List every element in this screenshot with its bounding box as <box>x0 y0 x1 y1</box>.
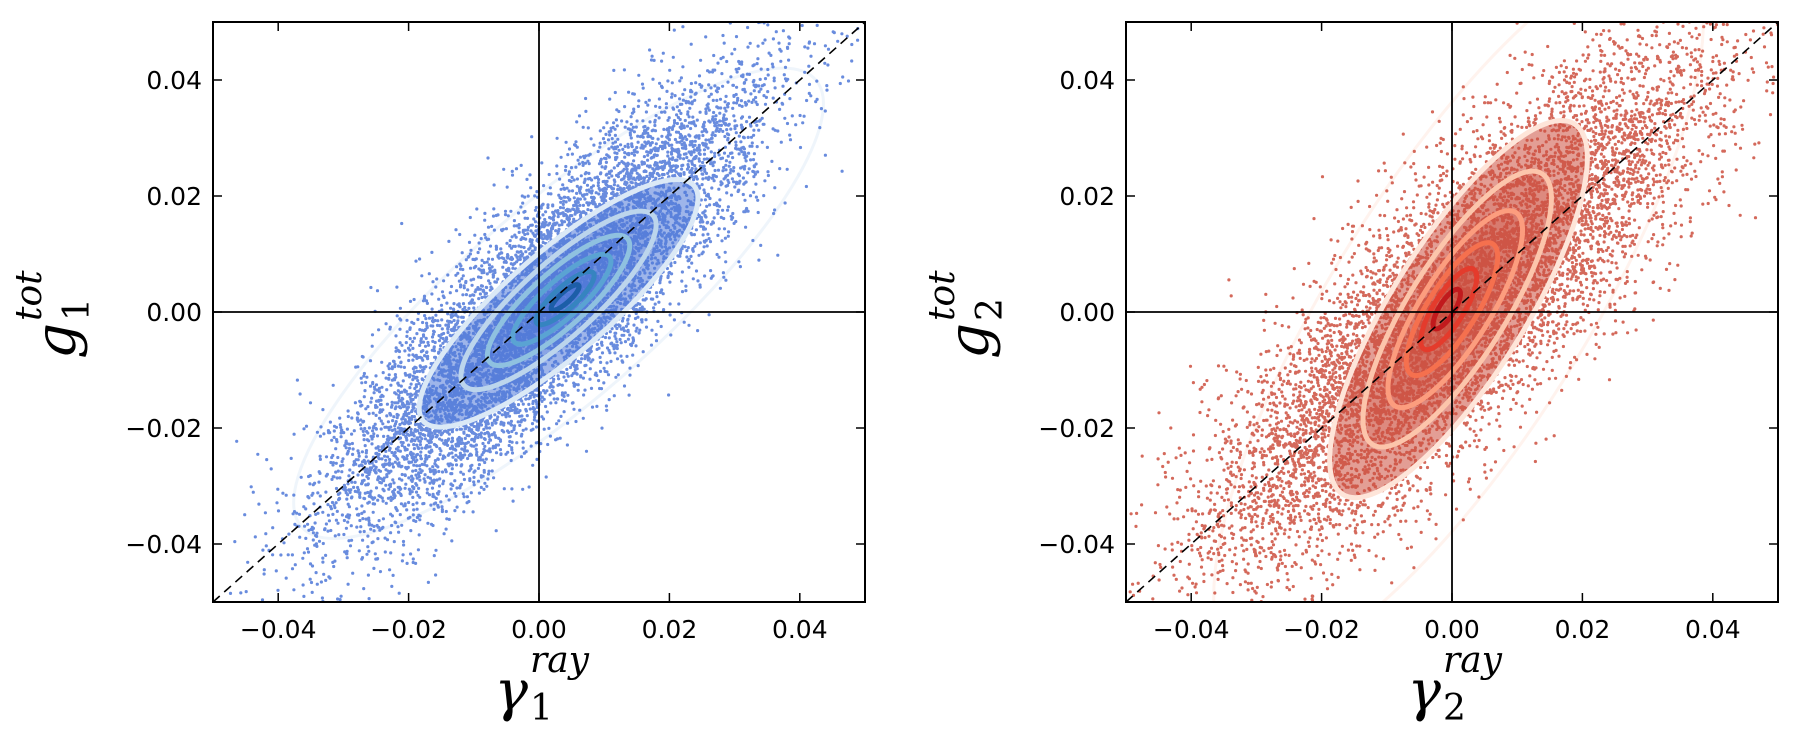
x-tick-label: −0.02 <box>1283 615 1360 644</box>
y-axis-label-superscript: tot <box>922 270 963 321</box>
y-axis-label-superscript: tot <box>9 270 50 321</box>
y-tick-label: 0.04 <box>146 66 202 95</box>
x-tick-label: 0.02 <box>642 615 698 644</box>
y-axis-label-symbol: g <box>937 323 1002 359</box>
x-axis-label-superscript: ray <box>1443 640 1503 681</box>
x-axis-label-superscript: ray <box>530 640 590 681</box>
y-tick-label: −0.02 <box>1038 414 1115 443</box>
x-axis-label-subscript: 1 <box>530 688 553 729</box>
y-tick-label: −0.04 <box>1038 530 1115 559</box>
y-axis-label-subscript: 2 <box>970 298 1011 321</box>
x-axis-label-symbol: γ <box>1408 659 1442 724</box>
x-tick-label: 0.04 <box>772 615 828 644</box>
y-axis-label-symbol: g <box>24 323 89 359</box>
y-tick-label: 0.02 <box>1059 182 1115 211</box>
y-tick-label: −0.02 <box>125 414 202 443</box>
x-axis-label-subscript: 2 <box>1443 688 1466 729</box>
y-tick-label: 0.00 <box>146 298 202 327</box>
x-axis-label-symbol: γ <box>495 659 529 724</box>
x-tick-label: 0.04 <box>1685 615 1741 644</box>
y-tick-label: −0.04 <box>125 530 202 559</box>
y-axis-label-subscript: 1 <box>57 298 98 321</box>
y-tick-label: 0.04 <box>1059 66 1115 95</box>
y-tick-label: 0.00 <box>1059 298 1115 327</box>
x-tick-label: −0.02 <box>370 615 447 644</box>
y-tick-label: 0.02 <box>146 182 202 211</box>
x-tick-label: 0.02 <box>1555 615 1611 644</box>
x-tick-label: −0.04 <box>240 615 317 644</box>
x-tick-label: −0.04 <box>1153 615 1230 644</box>
